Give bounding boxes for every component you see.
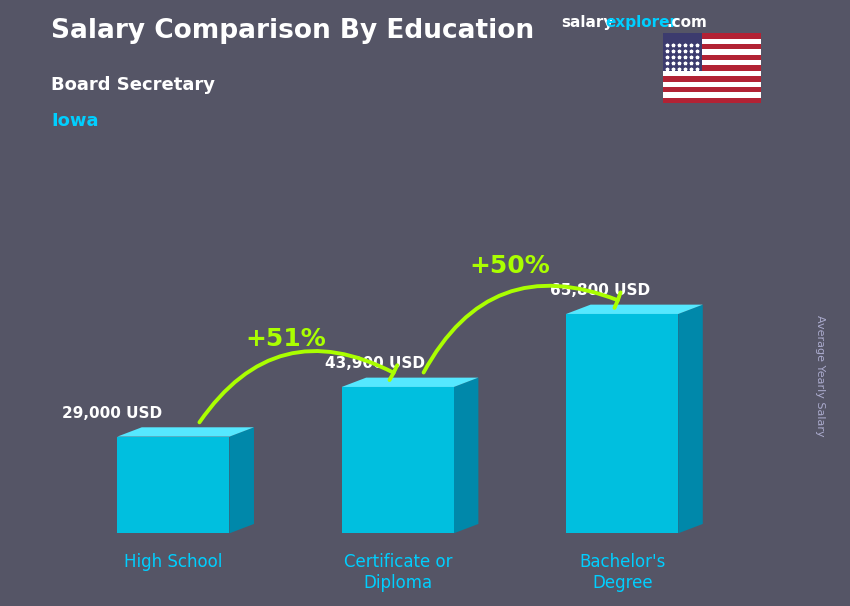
Bar <box>663 87 761 92</box>
Bar <box>663 98 761 103</box>
Text: .com: .com <box>666 15 707 30</box>
Text: Board Secretary: Board Secretary <box>51 76 215 94</box>
Polygon shape <box>230 427 254 533</box>
Bar <box>663 44 761 50</box>
Bar <box>663 33 761 39</box>
Bar <box>566 314 678 533</box>
Text: explorer: explorer <box>605 15 677 30</box>
Text: 43,900 USD: 43,900 USD <box>326 356 425 371</box>
Text: 65,800 USD: 65,800 USD <box>550 283 649 298</box>
Polygon shape <box>454 378 479 533</box>
Text: +50%: +50% <box>469 254 550 278</box>
Bar <box>663 39 761 44</box>
Text: Salary Comparison By Education: Salary Comparison By Education <box>51 18 534 44</box>
Text: salary: salary <box>561 15 614 30</box>
Bar <box>663 33 702 71</box>
Bar <box>663 50 761 55</box>
Polygon shape <box>117 427 254 436</box>
Polygon shape <box>678 305 703 533</box>
Text: Average Yearly Salary: Average Yearly Salary <box>815 315 825 436</box>
Bar <box>663 92 761 98</box>
Bar <box>663 55 761 60</box>
Polygon shape <box>566 305 703 314</box>
Bar <box>663 76 761 82</box>
Polygon shape <box>342 378 479 387</box>
Bar <box>663 65 761 71</box>
Bar <box>342 387 454 533</box>
Bar <box>663 60 761 65</box>
Text: Iowa: Iowa <box>51 112 99 130</box>
Bar <box>117 436 230 533</box>
Text: 29,000 USD: 29,000 USD <box>62 405 162 421</box>
Bar <box>663 71 761 76</box>
Text: +51%: +51% <box>245 327 326 351</box>
Bar <box>663 82 761 87</box>
